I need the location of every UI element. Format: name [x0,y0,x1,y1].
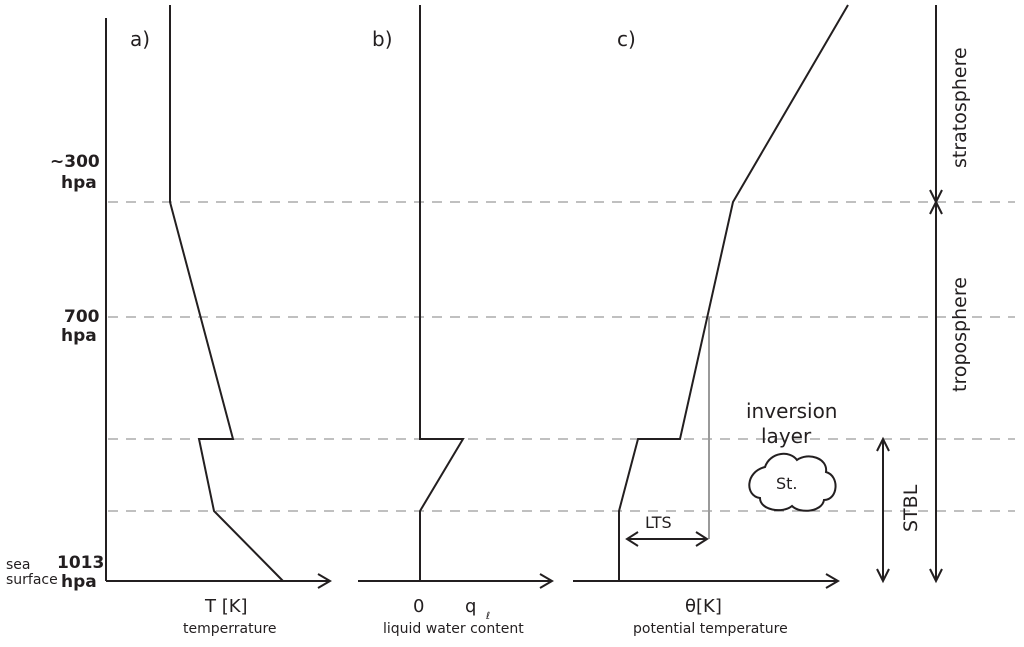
surface-label: surface [6,572,58,588]
lts-label: LTS [645,513,672,532]
1013-unit: hpa [61,572,97,592]
stbl-label: STBL [900,484,922,532]
panel-c-x-arrowhead [825,573,840,589]
cloud-label: St. [776,474,798,493]
inversion-label-line2: layer [761,424,812,448]
level-lines [108,201,1015,512]
lts-arrow [625,531,709,547]
panel-a-x-arrowhead [317,573,332,589]
1013-label: 1013 [57,553,104,573]
potential-temperature-profile-line [618,4,849,581]
panel-b-axis-zero: 0 [413,596,424,617]
panel-a-axis-title: T [K] [204,596,248,617]
liquid-water-profile-line [419,5,465,581]
panel-b-x-arrowhead [539,573,554,589]
panel-b-axis-symbol: q [465,596,476,617]
troposphere-top-arrowhead [929,199,943,215]
inversion-label-line1: inversion [746,399,837,423]
panel-c-axis-sub: potential temperature [633,621,788,637]
tilde-300-label: ~300 [50,152,100,172]
stratus-cloud-icon [748,452,837,512]
700-label: 700 [64,307,100,327]
panel-a-label: a) [130,27,150,51]
troposphere-label: troposphere [949,277,971,392]
stbl-top-arrowhead [876,436,890,452]
tilde-300-unit: hpa [61,173,97,193]
panel-c-axis-title: θ[K] [685,596,722,617]
panel-a-axis-sub: temperrature [183,621,277,637]
sea-label: sea [6,557,31,573]
temperature-profile-line [169,5,284,582]
panel-b-label: b) [372,27,393,51]
panel-c-label: c) [617,27,636,51]
x-axes [106,573,840,589]
panel-b-axis-subscript: ℓ [486,611,490,622]
700-unit: hpa [61,326,97,346]
troposphere-bottom-arrowhead [929,568,943,584]
stratosphere-label: stratosphere [949,47,971,168]
stbl-bottom-arrowhead [876,568,890,584]
panel-b-axis-sub: liquid water content [383,621,524,637]
